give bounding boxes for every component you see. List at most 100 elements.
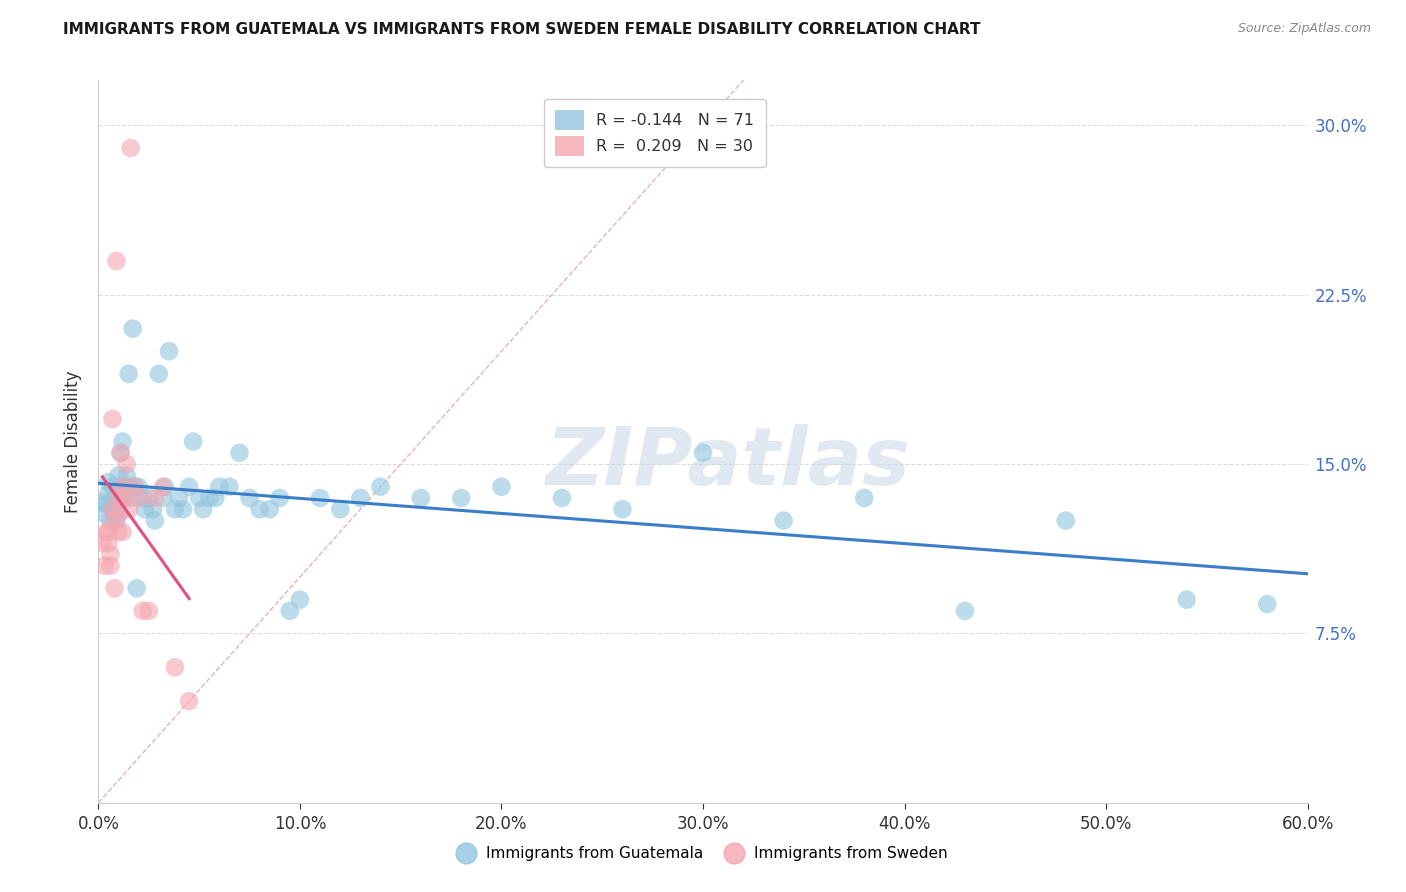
Point <box>96 524 118 539</box>
Point <box>103 507 125 521</box>
Point <box>114 480 136 494</box>
Point <box>309 491 332 505</box>
Point <box>228 446 250 460</box>
Point <box>181 434 204 449</box>
Point <box>288 592 311 607</box>
Point <box>138 491 160 505</box>
Point <box>179 694 201 708</box>
Point <box>269 491 291 505</box>
Point <box>93 558 115 573</box>
Text: IMMIGRANTS FROM GUATEMALA VS IMMIGRANTS FROM SWEDEN FEMALE DISABILITY CORRELATIO: IMMIGRANTS FROM GUATEMALA VS IMMIGRANTS … <box>63 22 981 37</box>
Y-axis label: Female Disability: Female Disability <box>63 370 82 513</box>
Point <box>107 524 129 539</box>
Point <box>105 253 128 268</box>
Point <box>97 536 120 550</box>
Point <box>128 480 150 494</box>
Point <box>97 475 120 490</box>
Point <box>111 480 134 494</box>
Point <box>103 491 125 505</box>
Point <box>450 491 472 505</box>
Text: ZIPatlas: ZIPatlas <box>544 425 910 502</box>
Text: Source: ZipAtlas.com: Source: ZipAtlas.com <box>1237 22 1371 36</box>
Point <box>853 491 876 505</box>
Point <box>157 344 180 359</box>
Point <box>193 502 215 516</box>
Point <box>101 498 124 512</box>
Point <box>111 491 134 505</box>
Point <box>188 491 211 505</box>
Point <box>163 502 186 516</box>
Point <box>120 491 142 505</box>
Point <box>120 141 142 155</box>
Point <box>128 491 150 505</box>
Point <box>110 446 132 460</box>
Point <box>953 604 976 618</box>
Point <box>100 514 122 528</box>
Point <box>163 660 186 674</box>
Point <box>101 502 124 516</box>
Point <box>370 480 392 494</box>
Point <box>204 491 226 505</box>
Point <box>612 502 634 516</box>
Point <box>143 491 166 505</box>
Point <box>551 491 574 505</box>
Point <box>142 502 165 516</box>
Point <box>107 480 129 494</box>
Point <box>97 524 120 539</box>
Point <box>1175 592 1198 607</box>
Point <box>101 480 124 494</box>
Point <box>107 468 129 483</box>
Point <box>111 434 134 449</box>
Point <box>152 491 174 505</box>
Point <box>91 495 114 509</box>
Point <box>124 480 146 494</box>
Point <box>148 367 170 381</box>
Point <box>132 604 155 618</box>
Point <box>114 491 136 505</box>
Point <box>259 502 281 516</box>
Point <box>143 514 166 528</box>
Point <box>96 498 118 512</box>
Legend: Immigrants from Guatemala, Immigrants from Sweden: Immigrants from Guatemala, Immigrants fr… <box>453 840 953 867</box>
Point <box>349 491 371 505</box>
Point <box>153 480 176 494</box>
Point <box>772 514 794 528</box>
Point <box>97 486 120 500</box>
Point <box>208 480 231 494</box>
Point <box>239 491 262 505</box>
Point <box>491 480 513 494</box>
Point <box>172 502 194 516</box>
Point <box>114 491 136 505</box>
Point <box>118 367 141 381</box>
Point <box>1256 597 1278 611</box>
Point <box>692 446 714 460</box>
Point <box>118 480 141 494</box>
Point <box>218 480 240 494</box>
Point <box>249 502 271 516</box>
Point <box>179 480 201 494</box>
Point <box>100 558 122 573</box>
Point <box>107 491 129 505</box>
Point <box>409 491 432 505</box>
Point <box>278 604 301 618</box>
Point <box>105 502 128 516</box>
Point <box>132 491 155 505</box>
Point <box>198 491 221 505</box>
Point <box>121 321 143 335</box>
Point <box>125 582 148 596</box>
Point <box>103 582 125 596</box>
Point <box>107 507 129 521</box>
Point <box>103 514 125 528</box>
Point <box>93 507 115 521</box>
Point <box>100 548 122 562</box>
Point <box>124 480 146 494</box>
Point <box>167 491 190 505</box>
Point <box>110 446 132 460</box>
Point <box>152 480 174 494</box>
Point <box>101 412 124 426</box>
Point <box>115 468 138 483</box>
Point <box>115 457 138 471</box>
Point <box>329 502 352 516</box>
Point <box>1054 514 1077 528</box>
Point <box>118 502 141 516</box>
